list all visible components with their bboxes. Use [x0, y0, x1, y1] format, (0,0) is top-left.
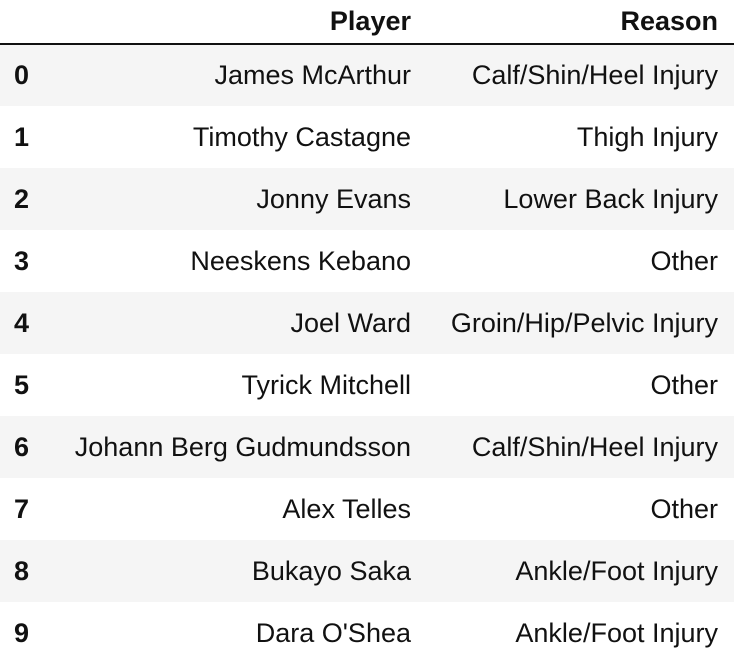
reason-cell: Thigh Injury: [576, 121, 718, 152]
table-row: 1 Timothy Castagne Thigh Injury: [0, 106, 734, 168]
table-row: 5 Tyrick Mitchell Other: [0, 354, 734, 416]
reason-cell: Other: [650, 493, 718, 524]
player-cell: Johann Berg Gudmundsson: [74, 431, 411, 462]
player-cell: Joel Ward: [290, 307, 411, 338]
table-row: 4 Joel Ward Groin/Hip/Pelvic Injury: [0, 292, 734, 354]
reason-cell: Other: [650, 245, 718, 276]
row-index: 1: [14, 121, 30, 152]
reason-cell: Groin/Hip/Pelvic Injury: [450, 307, 718, 338]
row-index: 4: [14, 307, 30, 338]
player-cell: Tyrick Mitchell: [241, 369, 411, 400]
header-row: Player Reason: [0, 0, 734, 45]
table-row: 3 Neeskens Kebano Other: [0, 230, 734, 292]
player-cell: Timothy Castagne: [192, 121, 411, 152]
index-header: [0, 0, 44, 45]
table-header: Player Reason: [0, 0, 734, 45]
reason-cell: Ankle/Foot Injury: [515, 555, 718, 586]
row-index: 2: [14, 183, 30, 214]
table-row: 6 Johann Berg Gudmundsson Calf/Shin/Heel…: [0, 416, 734, 478]
table-row: 2 Jonny Evans Lower Back Injury: [0, 168, 734, 230]
row-index: 0: [14, 60, 30, 90]
reason-cell: Lower Back Injury: [503, 183, 718, 214]
row-index: 8: [14, 555, 30, 586]
table-body: 0 James McArthur Calf/Shin/Heel Injury 1…: [0, 44, 734, 664]
player-cell: Neeskens Kebano: [190, 245, 411, 276]
player-column-header: Player: [44, 0, 411, 45]
reason-cell: Other: [650, 369, 718, 400]
row-index: 6: [14, 431, 30, 462]
reason-cell: Ankle/Foot Injury: [515, 617, 718, 648]
reason-cell: Calf/Shin/Heel Injury: [471, 60, 718, 90]
row-index: 7: [14, 493, 30, 524]
table-row: 8 Bukayo Saka Ankle/Foot Injury: [0, 540, 734, 602]
player-cell: James McArthur: [214, 60, 411, 90]
player-cell: Jonny Evans: [256, 183, 411, 214]
row-index: 9: [14, 617, 30, 648]
player-cell: Dara O'Shea: [255, 617, 411, 648]
reason-column-header: Reason: [411, 0, 734, 45]
player-cell: Alex Telles: [282, 493, 411, 524]
player-cell: Bukayo Saka: [251, 555, 411, 586]
row-index: 3: [14, 245, 30, 276]
reason-cell: Calf/Shin/Heel Injury: [471, 431, 718, 462]
row-index: 5: [14, 369, 30, 400]
table-row: 0 James McArthur Calf/Shin/Heel Injury: [0, 44, 734, 106]
table-row: 9 Dara O'Shea Ankle/Foot Injury: [0, 602, 734, 664]
table-row: 7 Alex Telles Other: [0, 478, 734, 540]
